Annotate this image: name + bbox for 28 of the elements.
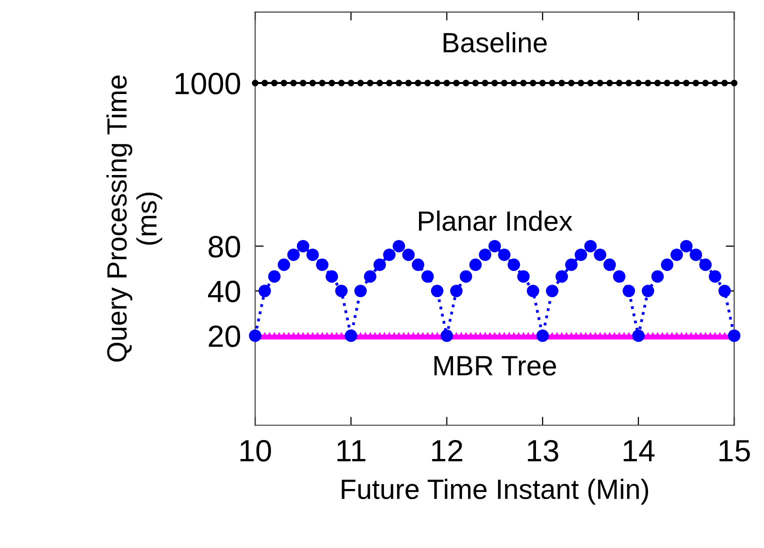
- x-tick-label: 12: [432, 440, 462, 462]
- point: [248, 329, 262, 342]
- point: [536, 329, 549, 342]
- point: [556, 270, 568, 283]
- y-tick-label: 80: [208, 236, 240, 258]
- y-tick-label: 40: [208, 280, 240, 302]
- x-tick-label: 10: [240, 440, 271, 462]
- x-tick-label: 13: [528, 440, 558, 462]
- point: [632, 329, 645, 342]
- point: [728, 329, 740, 342]
- point: [296, 240, 310, 252]
- y-tick-label: 20: [208, 325, 240, 348]
- x-tick-label: 14: [624, 440, 654, 462]
- y-tick-label: 1000: [176, 72, 240, 94]
- x-tick-label: 15: [720, 440, 750, 462]
- x-axis-title: Future Time Instant (Min): [342, 478, 648, 505]
- point: [344, 329, 358, 342]
- point: [565, 258, 578, 271]
- legend-label: Baseline: [444, 32, 547, 53]
- series-label: Planar Index: [418, 210, 572, 231]
- point: [374, 258, 386, 271]
- point: [258, 284, 271, 298]
- point: [450, 284, 463, 298]
- point: [690, 248, 702, 261]
- y-axis-title: Query Processing Time (ms): [106, 76, 162, 362]
- x-tick-label: 11: [337, 440, 366, 462]
- point: [440, 329, 453, 342]
- series-label: MBR Tree: [434, 356, 556, 376]
